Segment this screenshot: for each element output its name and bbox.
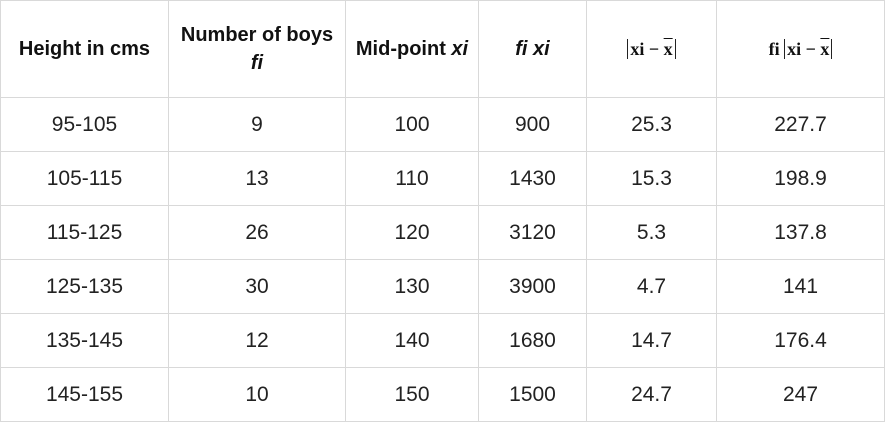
dev-mean: x [663,38,673,59]
cell-height: 115-125 [0,205,169,260]
header-height: Height in cms [0,0,169,98]
table-row: 115-125 26 120 3120 5.3 137.8 [0,205,885,260]
header-weighted-deviation: fi xi − x [716,0,885,98]
table-row: 135-145 12 140 1680 14.7 176.4 [0,313,885,368]
cell-boys: 13 [168,151,346,206]
cell-midpoint: 130 [345,259,479,314]
header-number-of-boys: Number of boys fi [168,0,346,98]
fdev-abs: xi − x [784,38,833,59]
cell-deviation: 24.7 [586,367,717,422]
fdev-minus: − [805,38,816,59]
header-fixi-x: xi [533,37,550,60]
weighted-deviation-formula: fi xi − x [768,38,833,59]
fdev-x: xi [787,38,802,59]
header-boys-line1: Number of boys [180,24,334,46]
header-midpoint: Mid-point xi [345,0,479,98]
cell-weighted-deviation: 137.8 [716,205,885,260]
table-row: 145-155 10 150 1500 24.7 247 [0,367,885,422]
cell-boys: 9 [168,97,346,152]
cell-fx: 900 [478,97,587,152]
cell-boys: 12 [168,313,346,368]
cell-height: 145-155 [0,367,169,422]
cell-fx: 1680 [478,313,587,368]
table-row: 105-115 13 110 1430 15.3 198.9 [0,151,885,206]
header-fixi: fi xi [478,0,587,98]
cell-weighted-deviation: 247 [716,367,885,422]
cell-height: 95-105 [0,97,169,152]
header-midpoint-var: xi [451,37,469,60]
header-row: Height in cms Number of boys fi Mid-poin… [0,0,885,98]
cell-deviation: 4.7 [586,259,717,314]
cell-midpoint: 100 [345,97,479,152]
table-row: 95-105 9 100 900 25.3 227.7 [0,97,885,152]
cell-fx: 3900 [478,259,587,314]
cell-boys: 30 [168,259,346,314]
cell-fx: 3120 [478,205,587,260]
cell-height: 105-115 [0,151,169,206]
cell-weighted-deviation: 198.9 [716,151,885,206]
header-midpoint-text: Mid-point [355,37,446,60]
header-boys-line2: fi [250,52,264,74]
cell-midpoint: 110 [345,151,479,206]
cell-midpoint: 120 [345,205,479,260]
header-abs-deviation: xi − x [586,0,717,98]
fdev-mean: x [820,38,830,59]
cell-weighted-deviation: 227.7 [716,97,885,152]
abs-deviation-formula: xi − x [627,38,676,59]
cell-deviation: 14.7 [586,313,717,368]
cell-height: 125-135 [0,259,169,314]
dev-minus: − [648,38,660,59]
cell-boys: 10 [168,367,346,422]
cell-weighted-deviation: 141 [716,259,885,314]
cell-boys: 26 [168,205,346,260]
cell-midpoint: 150 [345,367,479,422]
table-row: 125-135 30 130 3900 4.7 141 [0,259,885,314]
cell-height: 135-145 [0,313,169,368]
cell-fx: 1430 [478,151,587,206]
cell-fx: 1500 [478,367,587,422]
cell-weighted-deviation: 176.4 [716,313,885,368]
dev-x: xi [630,38,645,59]
cell-deviation: 15.3 [586,151,717,206]
cell-midpoint: 140 [345,313,479,368]
fdev-f: fi [768,38,780,59]
cell-deviation: 25.3 [586,97,717,152]
cell-deviation: 5.3 [586,205,717,260]
header-fixi-f: fi [515,37,528,60]
